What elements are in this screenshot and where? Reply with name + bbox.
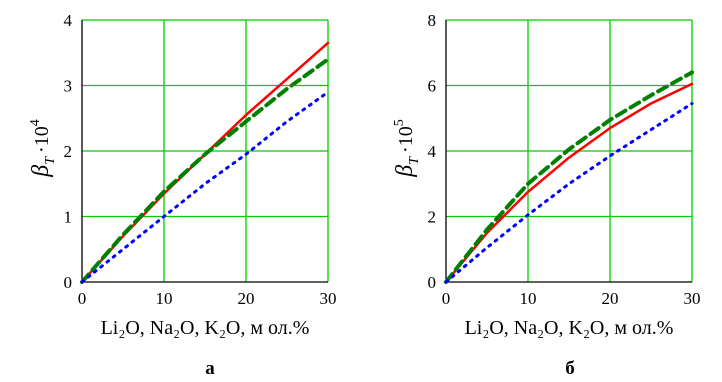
x-tick-label: 0 [78, 289, 87, 308]
x-axis-label: Li₂O, Na₂O, K₂O, м ол.% [465, 317, 674, 339]
x-tick-label: 10 [520, 289, 537, 308]
y-tick-label: 2 [428, 208, 437, 227]
series-line-dotted [80, 90, 330, 284]
y-tick-label: 3 [64, 77, 73, 96]
y-tick-label: 8 [428, 11, 437, 30]
y-tick-label: 2 [64, 142, 73, 161]
y-tick-label: 1 [64, 208, 73, 227]
x-tick-label: 10 [156, 289, 173, 308]
x-tick-label: 30 [320, 289, 337, 308]
y-tick-label: 4 [64, 11, 73, 30]
y-axis-label: βT·105 [392, 119, 422, 177]
y-tick-label: 0 [64, 273, 73, 292]
chart-panel-1: 0 10 20 30 0 1 2 3 4 Li₂O, Na₂O, K₂O, м ол.% βT·10… [28, 11, 337, 379]
x-axis-label: Li₂O, Na₂O, K₂O, м ол.% [101, 317, 310, 339]
chart-panel-2: 0 10 20 30 0 2 4 6 8 Li₂O, Na₂O, K₂O, м ол.% βT·10… [392, 11, 701, 379]
panel-label: а [205, 358, 215, 379]
y-tick-label: 0 [428, 273, 437, 292]
series-line-dashed [80, 57, 330, 284]
x-tick-label: 20 [238, 289, 255, 308]
series-line-dotted [444, 102, 694, 284]
x-tick-label: 20 [602, 289, 619, 308]
x-tick-label: 0 [442, 289, 451, 308]
y-axis-label: βT·104 [28, 119, 58, 177]
y-tick-label: 6 [428, 77, 437, 96]
series-line-solid [444, 82, 694, 284]
y-tick-label: 4 [428, 142, 437, 161]
panel-label: б [565, 358, 575, 379]
series-line-dashed [444, 70, 694, 284]
x-tick-label: 30 [684, 289, 701, 308]
series-line-solid [80, 41, 330, 284]
